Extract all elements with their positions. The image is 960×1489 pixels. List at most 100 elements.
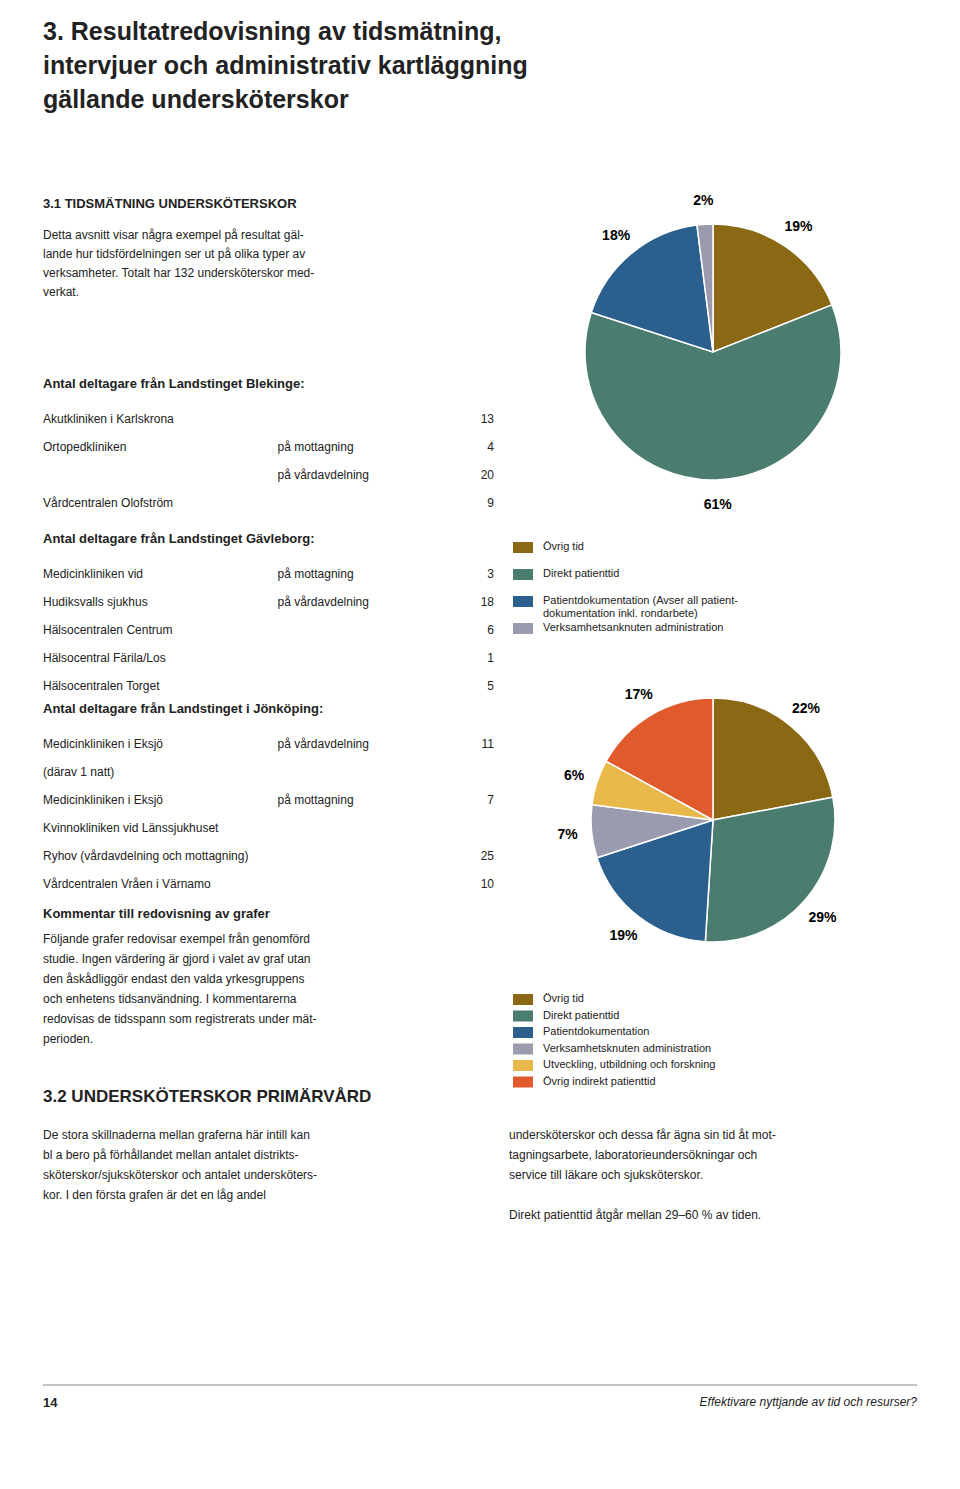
footer-page-number-line: 14 <box>43 1395 58 1410</box>
row-count-line: 7 <box>487 793 494 807</box>
body-text-line: och enhetens tidsanvändning. I kommentar… <box>43 992 297 1006</box>
legend-label: Direkt patienttid <box>543 567 619 579</box>
body-text-line: kor. I den första grafen är det en låg a… <box>43 1188 266 1202</box>
row-label: Kvinnokliniken vid Länssjukhuset <box>43 821 219 835</box>
legend-label-line: Utveckling, utbildning och forskning <box>543 1058 715 1070</box>
row-sublabel: på mottagning <box>278 440 354 454</box>
pie-slice <box>697 224 713 352</box>
row-label-line: Medicinkliniken vid <box>43 567 143 581</box>
legend-swatch <box>513 1060 533 1071</box>
row-count: 3 <box>487 567 494 581</box>
data-label: 17% <box>625 686 654 702</box>
legend-label-line: Övrig tid <box>543 540 584 552</box>
data-label-line: 17% <box>625 686 654 702</box>
pie-chart: 22%29%19%7%6%17%Övrig tidDirekt patientt… <box>513 686 837 1087</box>
data-label-line: 7% <box>558 826 579 842</box>
row-count-line: 5 <box>487 679 494 693</box>
row-count-line: 20 <box>481 468 495 482</box>
row-label-line: Hälsocentralen Centrum <box>43 623 172 637</box>
section-subtitle: 3.2 UNDERSKÖTERSKOR PRIMÄRVÅRD <box>43 1087 371 1106</box>
row-count: 5 <box>487 679 494 693</box>
section-title-line: Kommentar till redovisning av grafer <box>43 906 270 921</box>
row-label-line: Kvinnokliniken vid Länssjukhuset <box>43 821 219 835</box>
legend-label: Övrig tid <box>543 992 584 1004</box>
data-label: 7% <box>558 826 579 842</box>
row-count-line: 1 <box>487 651 494 665</box>
pie-slice <box>591 225 713 352</box>
row-label: (därav 1 natt) <box>43 765 114 779</box>
legend-label-line: Övrig indirekt patienttid <box>543 1075 656 1087</box>
page: 3. Resultatredovisning av tidsmätning, in… <box>0 0 960 1489</box>
legend-label: Övrig indirekt patienttid <box>543 1075 656 1087</box>
footer-text: Effektivare nyttjande av tid och resurse… <box>700 1395 918 1409</box>
row-count-line: 4 <box>487 440 494 454</box>
row-sublabel: på vårdavdelning <box>278 468 369 482</box>
data-label-line: 19% <box>609 927 638 943</box>
row-sublabel-line: på mottagning <box>278 567 354 581</box>
body-text-line: tagningsarbete, laboratorieundersökninga… <box>509 1148 757 1162</box>
legend-label: Övrig tid <box>543 540 584 552</box>
body-text: undersköterskor och dessa får ägna sin t… <box>509 1128 776 1222</box>
section-title-line: Antal deltagare från Landstinget i Jönkö… <box>43 701 323 716</box>
page-title-line: 3. Resultatredovisning av tidsmätning, <box>43 17 501 45</box>
body-text-line: redovisas de tidsspann som registrerats … <box>43 1012 316 1026</box>
row-label-line: Vårdcentralen Vråen i Värnamo <box>43 877 211 891</box>
body-text: Detta avsnitt visar några exempel på res… <box>43 228 314 299</box>
data-label: 61% <box>704 496 733 512</box>
pie-chart: 19%61%18%2%Övrig tidDirekt patienttidPat… <box>513 192 841 634</box>
legend-label: Utveckling, utbildning och forskning <box>543 1058 715 1070</box>
row-count: 1 <box>487 651 494 665</box>
row-count-line: 11 <box>482 737 495 751</box>
data-label: 29% <box>809 909 838 925</box>
page-title: 3. Resultatredovisning av tidsmätning, in… <box>43 17 528 113</box>
row-label: Akutkliniken i Karlskrona <box>43 412 174 426</box>
row-label: Hälsocentralen Torget <box>43 679 160 693</box>
legend-swatch <box>513 1011 533 1022</box>
legend: Övrig tidDirekt patienttidPatientdokumen… <box>513 540 738 634</box>
data-label: 18% <box>602 227 631 243</box>
row-label-line: Akutkliniken i Karlskrona <box>43 412 174 426</box>
data-label: 6% <box>564 767 585 783</box>
section-subtitle: 3.1 TIDSMÄTNING UNDERSKÖTERSKOR <box>43 196 297 211</box>
row-label-line: (därav 1 natt) <box>43 765 114 779</box>
legend-swatch <box>513 596 533 607</box>
legend-swatch <box>513 569 533 580</box>
body-text-line: sköterskor/sjuksköterskor och antalet un… <box>43 1168 317 1182</box>
divider <box>43 1385 917 1386</box>
row-label-line: Ortopedkliniken <box>43 440 126 454</box>
row-sublabel-line: på vårdavdelning <box>278 595 369 609</box>
legend: Övrig tidDirekt patienttidPatientdokumen… <box>513 992 715 1088</box>
legend-label-line: Verksamhetsknuten administration <box>543 1042 711 1054</box>
row-count: 9 <box>487 496 494 510</box>
row-sublabel-line: på vårdavdelning <box>278 468 369 482</box>
row-sublabel: på mottagning <box>278 567 354 581</box>
row-label: Hälsocentralen Centrum <box>43 623 172 637</box>
legend-label-line: Direkt patienttid <box>543 567 619 579</box>
row-label-line: Medicinkliniken i Eksjö <box>43 793 163 807</box>
body-text-line: perioden. <box>43 1032 93 1046</box>
body-text-line: verkat. <box>43 285 79 299</box>
row-count: 6 <box>487 623 494 637</box>
body-text-line: studie. Ingen värdering är gjord i valet… <box>43 952 311 966</box>
row-count-line: 10 <box>481 877 495 891</box>
legend-label: Direkt patienttid <box>543 1009 619 1021</box>
data-label-line: 6% <box>564 767 585 783</box>
legend-label-line: Direkt patienttid <box>543 1009 619 1021</box>
row-label: Hudiksvalls sjukhus <box>43 595 148 609</box>
data-label-line: 19% <box>784 218 813 234</box>
row-label: Vårdcentralen Vråen i Värnamo <box>43 877 211 891</box>
pie-slices <box>591 698 835 942</box>
row-label-line: Vårdcentralen Olofström <box>43 496 173 510</box>
pie-slices <box>585 224 841 480</box>
row-sublabel-line: på mottagning <box>278 793 354 807</box>
row-label: Ryhov (vårdavdelning och mottagning) <box>43 849 248 863</box>
page-title-line: intervjuer och administrativ kartläggnin… <box>43 51 528 79</box>
row-count-line: 25 <box>481 849 495 863</box>
data-label: 19% <box>609 927 638 943</box>
legend-swatch <box>513 994 533 1005</box>
row-sublabel: på vårdavdelning <box>278 595 369 609</box>
row-label: Vårdcentralen Olofström <box>43 496 173 510</box>
footer-page-number: 14 <box>43 1395 58 1410</box>
body-text-line: verksamheter. Totalt har 132 undersköter… <box>43 266 314 280</box>
body-text-line: lande hur tidsfördelningen ser ut på oli… <box>43 247 305 261</box>
